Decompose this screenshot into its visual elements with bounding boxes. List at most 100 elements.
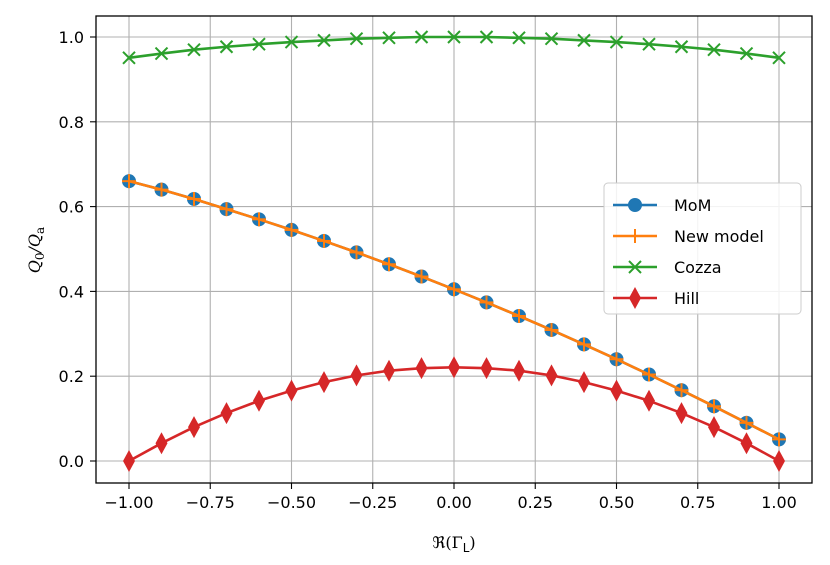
x-tick-label: 0.50 [599, 493, 635, 512]
series-hill [123, 356, 785, 472]
plus-marker [122, 174, 136, 189]
legend-box [603, 182, 802, 315]
x-marker [284, 35, 299, 49]
plus-marker [544, 322, 559, 337]
legend-item-cozza: Cozza [613, 258, 722, 277]
diamond-marker [318, 371, 330, 394]
x-marker [382, 31, 396, 45]
plus-marker [772, 432, 786, 447]
y-axis-ticks: 0.0 0.2 0.4 0.6 0.8 1.0 [59, 28, 96, 471]
x-marker [154, 46, 169, 61]
plus-marker [674, 383, 689, 398]
x-marker [577, 33, 591, 48]
plus-marker [447, 282, 461, 297]
diamond-marker [188, 416, 200, 439]
plus-marker [642, 367, 656, 382]
plus-marker [414, 269, 429, 284]
legend: MoM New model Cozza Hill [603, 182, 802, 315]
legend-label: New model [674, 227, 764, 246]
diamond-marker [123, 450, 135, 472]
y-tick-label: 1.0 [59, 28, 84, 47]
plus-marker [479, 295, 494, 310]
x-marker [479, 30, 494, 44]
x-tick-label: −1.00 [104, 493, 153, 512]
x-marker [772, 51, 786, 65]
x-marker [187, 43, 201, 57]
x-marker [674, 40, 689, 54]
y-tick-label: 0.4 [59, 282, 84, 301]
x-tick-label: −0.75 [186, 493, 235, 512]
plus-marker [154, 182, 169, 197]
diamond-marker [675, 402, 688, 425]
diamond-marker [740, 432, 753, 455]
diamond-marker [578, 371, 590, 394]
legend-label: Hill [674, 289, 699, 308]
x-tick-label: 1.00 [761, 493, 797, 512]
diamond-marker [448, 356, 460, 379]
x-marker [739, 46, 754, 61]
x-marker [512, 31, 526, 45]
plus-marker [317, 233, 331, 248]
plus-marker [609, 352, 624, 367]
diamond-marker [415, 357, 428, 380]
plus-marker [707, 399, 721, 414]
y-tick-label: 0.0 [59, 452, 84, 471]
x-marker [707, 43, 721, 57]
x-tick-label: −0.50 [267, 493, 316, 512]
legend-label: Cozza [674, 258, 722, 277]
plus-marker [349, 245, 364, 260]
y-axis-label: Q0/Qa [25, 227, 47, 273]
x-marker [122, 51, 136, 65]
plus-marker [739, 415, 754, 430]
x-tick-label: 0.75 [680, 493, 716, 512]
diamond-marker [610, 379, 623, 402]
diamond-marker [773, 450, 785, 472]
x-marker [609, 35, 624, 49]
x-marker [414, 30, 429, 44]
legend-circle-marker [628, 198, 642, 212]
diamond-marker [285, 379, 298, 402]
legend-label: MoM [674, 196, 711, 215]
diamond-marker [480, 357, 493, 380]
diamond-marker [383, 359, 395, 382]
legend-x-marker [628, 260, 642, 274]
series-cozza [122, 30, 786, 65]
plus-marker [577, 337, 591, 352]
legend-item-new-model: New model [613, 227, 764, 246]
x-marker [349, 31, 364, 46]
series-layer [122, 30, 786, 472]
x-tick-label: 0.25 [517, 493, 553, 512]
diamond-marker [513, 359, 525, 382]
plus-marker [187, 191, 201, 206]
x-marker [544, 31, 559, 46]
plus-marker [284, 222, 299, 237]
diamond-marker [545, 364, 558, 387]
y-tick-label: 0.6 [59, 198, 84, 217]
plus-marker [382, 257, 396, 272]
diamond-marker [253, 389, 265, 412]
x-tick-label: 0.00 [436, 493, 472, 512]
x-tick-label: −0.25 [348, 493, 397, 512]
plus-marker [252, 212, 266, 227]
x-marker [447, 30, 461, 44]
x-marker [219, 40, 234, 54]
diamond-marker [350, 364, 363, 387]
y-tick-label: 0.8 [59, 113, 84, 132]
x-axis-ticks: −1.00 −0.75 −0.50 −0.25 0.00 0.25 0.50 0.75 1.00 [104, 483, 797, 512]
legend-item-mom: MoM [613, 196, 711, 215]
legend-plus-marker [628, 229, 642, 243]
y-tick-label: 0.2 [59, 367, 84, 386]
plus-marker [219, 202, 234, 217]
diamond-marker [708, 416, 720, 439]
diamond-marker [643, 389, 655, 412]
legend-diamond-marker [629, 287, 641, 309]
diamond-marker [220, 402, 233, 425]
diamond-marker [155, 432, 168, 455]
legend-item-hill: Hill [613, 287, 699, 309]
x-marker [642, 37, 656, 51]
plus-marker [512, 308, 526, 323]
series-new-model [122, 174, 786, 447]
x-axis-label: ℜ(ΓL) [432, 533, 475, 555]
x-marker [252, 37, 266, 51]
